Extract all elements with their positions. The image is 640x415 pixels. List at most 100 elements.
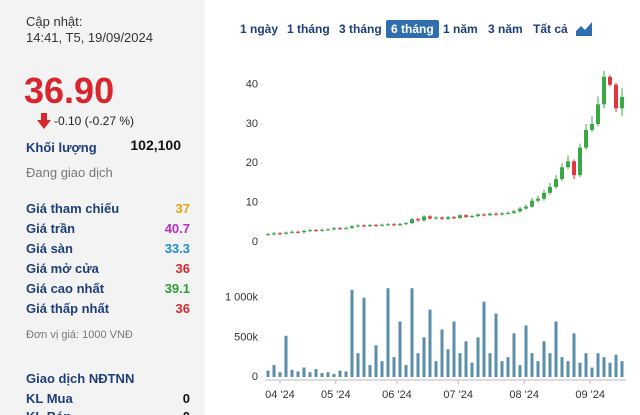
candle-body bbox=[590, 124, 594, 130]
volume-bar bbox=[590, 367, 594, 377]
y-tick-label: 0 bbox=[252, 236, 258, 248]
volume-bar bbox=[320, 373, 324, 377]
candle-body bbox=[596, 104, 600, 124]
updated-label: Cập nhật: bbox=[26, 14, 83, 29]
volume-bar bbox=[554, 321, 558, 377]
range-tab[interactable]: 1 tháng bbox=[287, 22, 330, 36]
candle-body bbox=[350, 226, 354, 228]
range-tab[interactable]: 3 tháng bbox=[339, 22, 382, 36]
candle-body bbox=[386, 224, 390, 226]
candle-body bbox=[458, 215, 462, 219]
chart-icon[interactable] bbox=[576, 22, 592, 36]
candle-body bbox=[530, 200, 534, 207]
x-tick-label: 06 '24 bbox=[382, 389, 412, 401]
candle-body bbox=[416, 219, 420, 221]
volume-bar bbox=[290, 369, 294, 377]
x-tick-label: 07 '24 bbox=[443, 389, 473, 401]
range-tab[interactable]: 6 tháng bbox=[386, 20, 439, 38]
x-tick-label: 09 '24 bbox=[575, 389, 605, 401]
x-tick-label: 08 '24 bbox=[509, 389, 539, 401]
candle-body bbox=[572, 161, 576, 176]
volume-bar bbox=[458, 353, 462, 377]
candle-body bbox=[398, 223, 402, 226]
quote-panel: Cập nhật: 14:41, T5, 19/09/2024 36.90 -0… bbox=[0, 0, 205, 415]
volume-bar bbox=[350, 289, 354, 377]
candle-body bbox=[392, 224, 396, 226]
updated-time: 14:41, T5, 19/09/2024 bbox=[26, 30, 153, 45]
candle-body bbox=[512, 211, 516, 213]
candle-body bbox=[428, 216, 432, 219]
volume-tick-label: 1 000k bbox=[225, 292, 259, 304]
candle-body bbox=[410, 219, 414, 224]
foreign-title: Giao dịch NĐTNN bbox=[26, 371, 135, 386]
price-row: Giá trần 40.7 bbox=[26, 221, 190, 239]
candle-body bbox=[278, 233, 282, 235]
volume-bar bbox=[428, 309, 432, 377]
y-tick-label: 10 bbox=[246, 197, 258, 209]
volume-bar bbox=[272, 365, 276, 377]
volume-bar bbox=[416, 353, 420, 377]
candle-body bbox=[320, 229, 324, 231]
volume-bar bbox=[572, 333, 576, 377]
volume-bar bbox=[482, 301, 486, 377]
y-tick-label: 30 bbox=[246, 118, 258, 130]
row-label: KL Bán bbox=[26, 409, 190, 415]
y-tick-label: 40 bbox=[246, 79, 258, 91]
x-tick-label: 04 '24 bbox=[265, 389, 295, 401]
volume-bar bbox=[326, 372, 330, 377]
volume-bar bbox=[596, 353, 600, 377]
volume-bar bbox=[608, 362, 612, 377]
row-value: 36 bbox=[175, 301, 190, 316]
foreign-row: KL Mua 0 bbox=[26, 391, 190, 409]
candle-body bbox=[434, 217, 438, 219]
candle-body bbox=[476, 214, 480, 217]
candle-body bbox=[518, 208, 522, 212]
candle-body bbox=[584, 129, 588, 148]
volume-bar bbox=[620, 361, 624, 377]
candle-body bbox=[314, 230, 318, 232]
candle-body bbox=[602, 76, 606, 105]
candle-body bbox=[368, 225, 372, 227]
unit-note: Đơn vị giá: 1000 VNĐ bbox=[26, 329, 133, 341]
volume-bar bbox=[602, 357, 606, 377]
volume-bar bbox=[512, 333, 516, 377]
candle-body bbox=[536, 198, 540, 201]
candle-body bbox=[500, 213, 504, 215]
range-tab[interactable]: Tất cả bbox=[533, 22, 568, 36]
candle-body bbox=[338, 228, 342, 230]
volume-bar bbox=[422, 337, 426, 377]
candle-body bbox=[272, 233, 276, 235]
row-label: Giá thấp nhất bbox=[26, 301, 110, 316]
candle-body bbox=[380, 224, 384, 226]
volume-bar bbox=[332, 373, 336, 377]
range-tab[interactable]: 1 ngày bbox=[240, 22, 279, 36]
volume-bar bbox=[488, 353, 492, 377]
volume-bar bbox=[476, 337, 480, 377]
candle-body bbox=[266, 234, 270, 236]
row-value: 36 bbox=[175, 261, 190, 276]
volume-bar bbox=[356, 353, 360, 377]
x-tick-label: 05 '24 bbox=[321, 389, 351, 401]
candle-body bbox=[524, 206, 528, 209]
volume-bar bbox=[398, 321, 402, 377]
candle-body bbox=[326, 229, 330, 231]
volume-bar bbox=[410, 288, 414, 377]
row-value: 0 bbox=[182, 391, 190, 406]
candle-body bbox=[284, 232, 288, 234]
range-tab[interactable]: 1 năm bbox=[443, 22, 478, 36]
row-label: Giá sàn bbox=[26, 241, 73, 256]
candle-body bbox=[494, 213, 498, 215]
volume-bar bbox=[536, 361, 540, 377]
status: Đang giao dịch bbox=[26, 165, 113, 180]
volume-bar bbox=[314, 369, 318, 377]
candle-body bbox=[566, 161, 570, 168]
candle-body bbox=[356, 225, 360, 227]
candle-body bbox=[308, 230, 312, 232]
price-row: Giá tham chiếu 37 bbox=[26, 201, 190, 219]
candle-body bbox=[578, 147, 582, 176]
volume-bar bbox=[266, 370, 270, 377]
range-tab[interactable]: 3 năm bbox=[488, 22, 523, 36]
volume-bar bbox=[404, 365, 408, 377]
candle-body bbox=[470, 216, 474, 218]
candle-body bbox=[332, 228, 336, 230]
